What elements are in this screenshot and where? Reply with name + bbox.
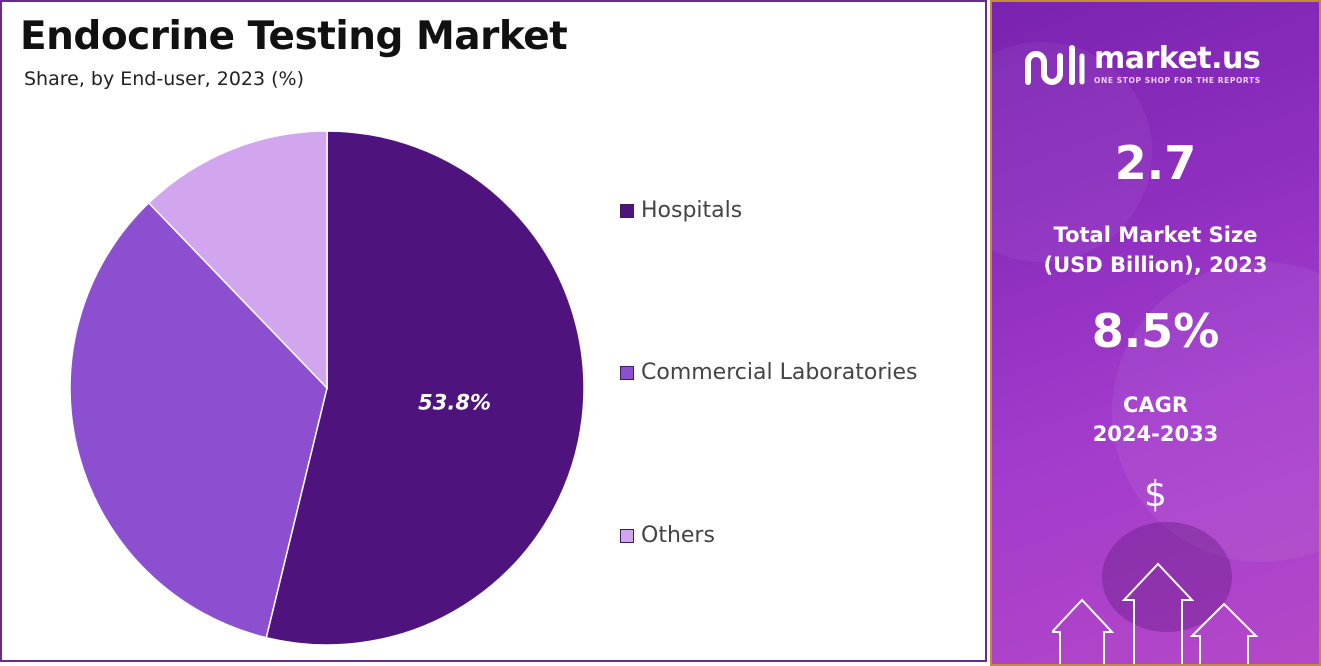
chart-title: Endocrine Testing Market — [20, 14, 568, 59]
legend-label: Hospitals — [641, 198, 743, 223]
pie-data-labels: 53.8% — [418, 390, 491, 414]
market-size-label-line1: Total Market Size — [1053, 223, 1258, 247]
legend-item: Others — [620, 523, 715, 548]
background-coffee-cup — [1102, 522, 1232, 632]
pie-slices — [69, 130, 585, 646]
legend-swatch — [620, 528, 634, 543]
pie-slice-hospitals — [265, 130, 585, 646]
legend-label: Commercial Laboratories — [641, 360, 918, 385]
growth-arrows-icon — [1052, 562, 1259, 664]
brand-name: market.us — [1094, 40, 1261, 76]
brand: market.us ONE STOP SHOP FOR THE REPORTS — [1022, 42, 1261, 86]
legend-label: Others — [641, 523, 715, 548]
market-size-label-line2: (USD Billion), 2023 — [1043, 253, 1268, 277]
chart-subtitle: Share, by End-user, 2023 (%) — [24, 68, 305, 90]
cagr-period: 2024-2033 — [1092, 422, 1219, 446]
pie-slice-others — [147, 130, 328, 390]
cagr-value: 8.5% — [1091, 304, 1220, 358]
brand-tagline: ONE STOP SHOP FOR THE REPORTS — [1094, 75, 1261, 85]
legend-item: Hospitals — [620, 198, 742, 223]
legend-item: Commercial Laboratories — [620, 360, 918, 385]
dollar-icon: $ — [1144, 474, 1167, 515]
market-size-value: 2.7 — [1114, 136, 1197, 190]
legend-swatch — [620, 203, 634, 218]
market-us-logo-icon — [1025, 45, 1085, 85]
legend-swatch — [620, 365, 634, 380]
pie-chart: 53.8% — [69, 130, 585, 646]
chart-panel: Endocrine Testing Market Share, by End-u… — [0, 0, 987, 662]
cagr-label: CAGR — [1122, 393, 1189, 417]
pie-data-label: 53.8% — [418, 390, 491, 414]
market-summary-panel: market.us ONE STOP SHOP FOR THE REPORTS … — [990, 0, 1321, 666]
pie-slice-commercial-laboratories — [69, 201, 328, 639]
